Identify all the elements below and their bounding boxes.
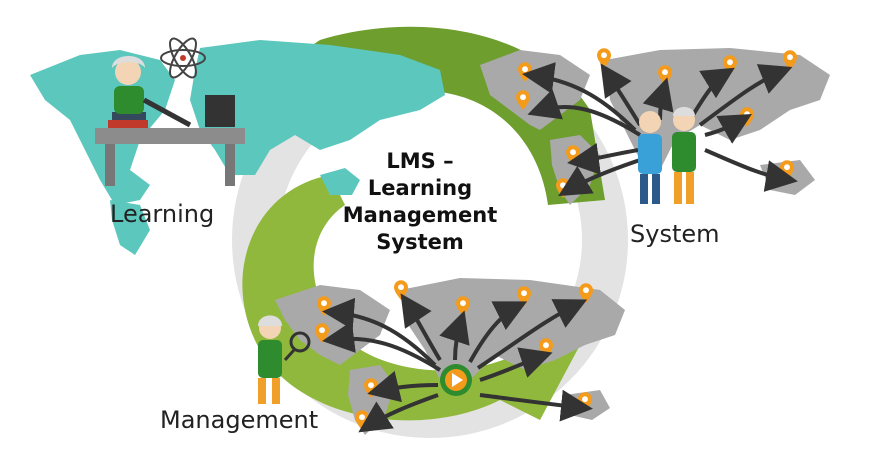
computer-monitor-icon bbox=[205, 95, 235, 127]
system-characters bbox=[638, 107, 696, 204]
center-title-line-1: LMS – bbox=[386, 149, 454, 173]
atom-icon bbox=[160, 37, 206, 79]
center-title-line-2: Learning bbox=[367, 176, 473, 200]
label-learning: Learning bbox=[110, 200, 215, 228]
magnifier-icon bbox=[283, 331, 311, 362]
center-title-line-3: Management bbox=[342, 203, 498, 227]
label-management: Management bbox=[160, 406, 319, 434]
management-arrows bbox=[322, 293, 593, 433]
play-logo-icon bbox=[440, 364, 472, 396]
cycle-arrow-bottom bbox=[242, 175, 580, 421]
label-system: System bbox=[630, 220, 720, 248]
system-arrows bbox=[522, 62, 798, 197]
center-title: LMS – Learning Management System bbox=[330, 148, 510, 256]
learning-character bbox=[95, 56, 245, 186]
management-character bbox=[258, 315, 311, 404]
center-title-line-4: System bbox=[376, 230, 464, 254]
